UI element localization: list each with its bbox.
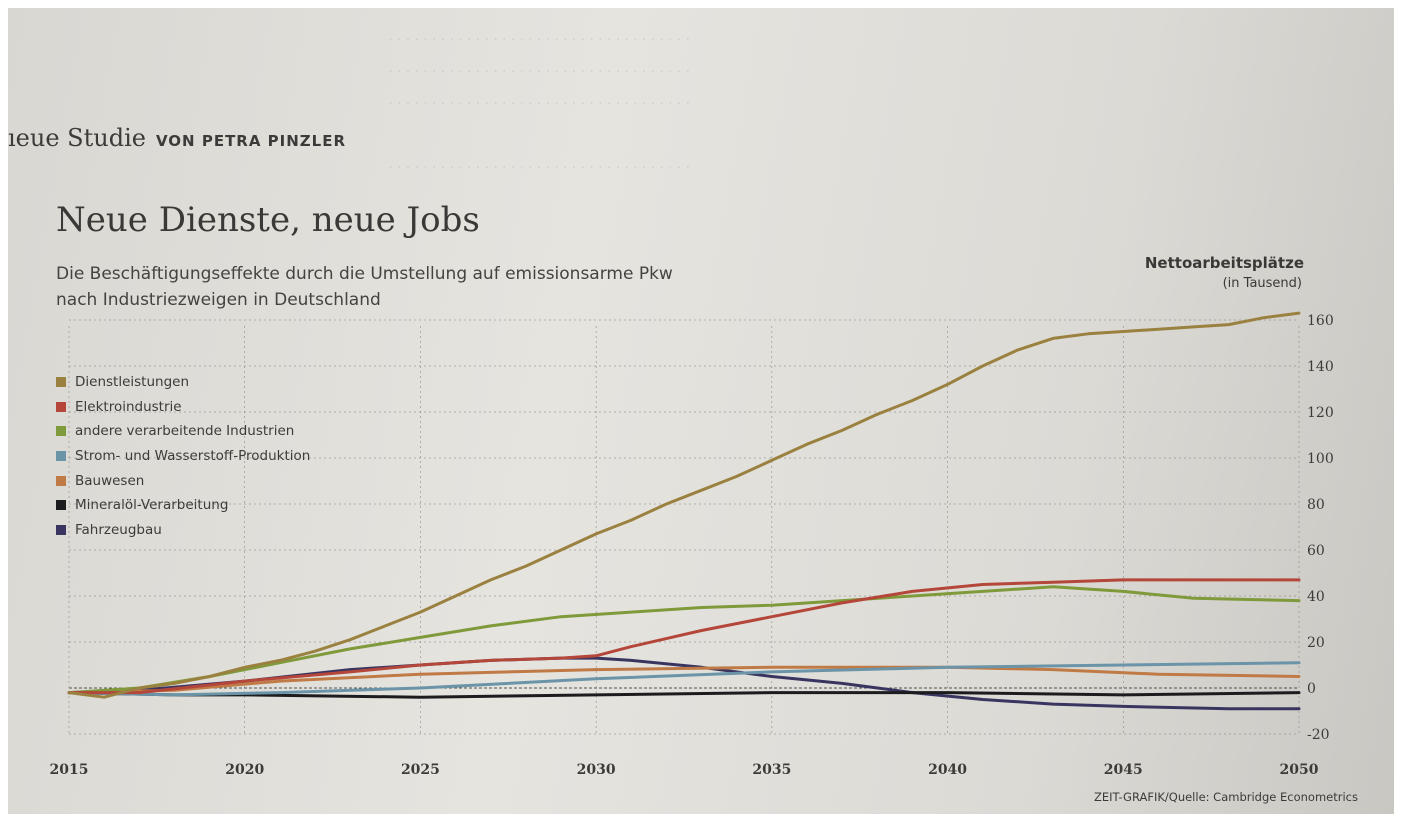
legend-item: Elektroindustrie (56, 395, 310, 420)
legend-item: Fahrzeugbau (56, 518, 310, 543)
source-credit: ZEIT-GRAFIK/Quelle: Cambridge Econometri… (1093, 790, 1358, 804)
series-line (67, 311, 1301, 699)
legend-label: Fahrzeugbau (75, 521, 162, 538)
kicker-heading: ıeue Studie (8, 124, 146, 152)
x-tick-label: 2015 (50, 762, 89, 778)
legend-label: Strom- und Wasserstoff-Produktion (75, 448, 311, 465)
newspaper-page: · · · · · · · · · · · · · · · · · · · · … (8, 8, 1394, 814)
y-tick-label: 60 (1307, 543, 1325, 559)
y-axis-unit: (in Tausend) (1222, 276, 1302, 291)
article-kicker: ıeue Studie VON PETRA PINZLER (8, 124, 346, 152)
y-tick-label: 120 (1307, 405, 1334, 421)
bleed-through-text: · · · · · · · · · · · · · · · · · · · · … (388, 32, 691, 48)
chart-title: Neue Dienste, neue Jobs (56, 200, 480, 240)
series-line (67, 665, 1301, 695)
legend-swatch (56, 524, 66, 535)
bleed-through-text: · · · · · · · · · · · · · · · · · · · · … (388, 64, 691, 80)
series-line (67, 585, 1301, 695)
legend-label: Dienstleistungen (75, 374, 190, 391)
legend-item: Bauwesen (56, 468, 310, 493)
bleed-through-text: · · · · · · · · · · · · · · · · · · · · … (388, 160, 691, 176)
legend-item: andere verarbeitende Industrien (56, 419, 310, 444)
chart-subtitle-line-1: Die Beschäftigungseffekte durch die Umst… (56, 264, 673, 284)
legend-swatch (56, 426, 66, 437)
legend-item: Dienstleistungen (56, 370, 310, 395)
legend-label: Mineralöl-Verarbeitung (75, 497, 229, 514)
legend: Dienstleistungen Elektroindustrie andere v… (56, 370, 310, 542)
y-tick-label: 160 (1307, 313, 1334, 329)
y-tick-label: -20 (1307, 727, 1330, 743)
series-line (67, 661, 1301, 697)
y-tick-label: 140 (1307, 359, 1334, 375)
x-tick-label: 2040 (928, 762, 967, 778)
y-tick-label: 100 (1307, 451, 1334, 467)
x-tick-label: 2020 (225, 762, 264, 778)
series-line (67, 656, 1301, 711)
legend-swatch (56, 377, 66, 388)
legend-label: Elektroindustrie (75, 398, 182, 415)
legend-swatch (56, 401, 66, 412)
series-line (67, 578, 1301, 695)
legend-item: Strom- und Wasserstoff-Produktion (56, 444, 310, 469)
bleed-through-text: · · · · · · · · · · · · · · · · · · · · … (388, 96, 691, 112)
legend-swatch (56, 475, 66, 486)
legend-item: Mineralöl-Verarbeitung (56, 493, 310, 518)
x-tick-label: 2035 (752, 762, 791, 778)
x-tick-label: 2050 (1280, 762, 1319, 778)
y-tick-label: 20 (1307, 635, 1325, 651)
legend-swatch (56, 451, 66, 462)
x-tick-label: 2045 (1104, 762, 1143, 778)
chart-subtitle-line-2: nach Industriezweigen in Deutschland (56, 290, 381, 310)
legend-label: Bauwesen (75, 472, 145, 489)
x-tick-label: 2025 (401, 762, 440, 778)
y-axis-title: Nettoarbeitsplätze (1144, 254, 1304, 272)
y-tick-label: 80 (1307, 497, 1325, 513)
y-tick-label: 0 (1307, 681, 1316, 697)
y-tick-label: 40 (1307, 589, 1325, 605)
legend-swatch (56, 500, 66, 511)
legend-label: andere verarbeitende Industrien (75, 423, 295, 440)
x-tick-label: 2030 (577, 762, 616, 778)
author-byline: VON PETRA PINZLER (155, 132, 347, 150)
